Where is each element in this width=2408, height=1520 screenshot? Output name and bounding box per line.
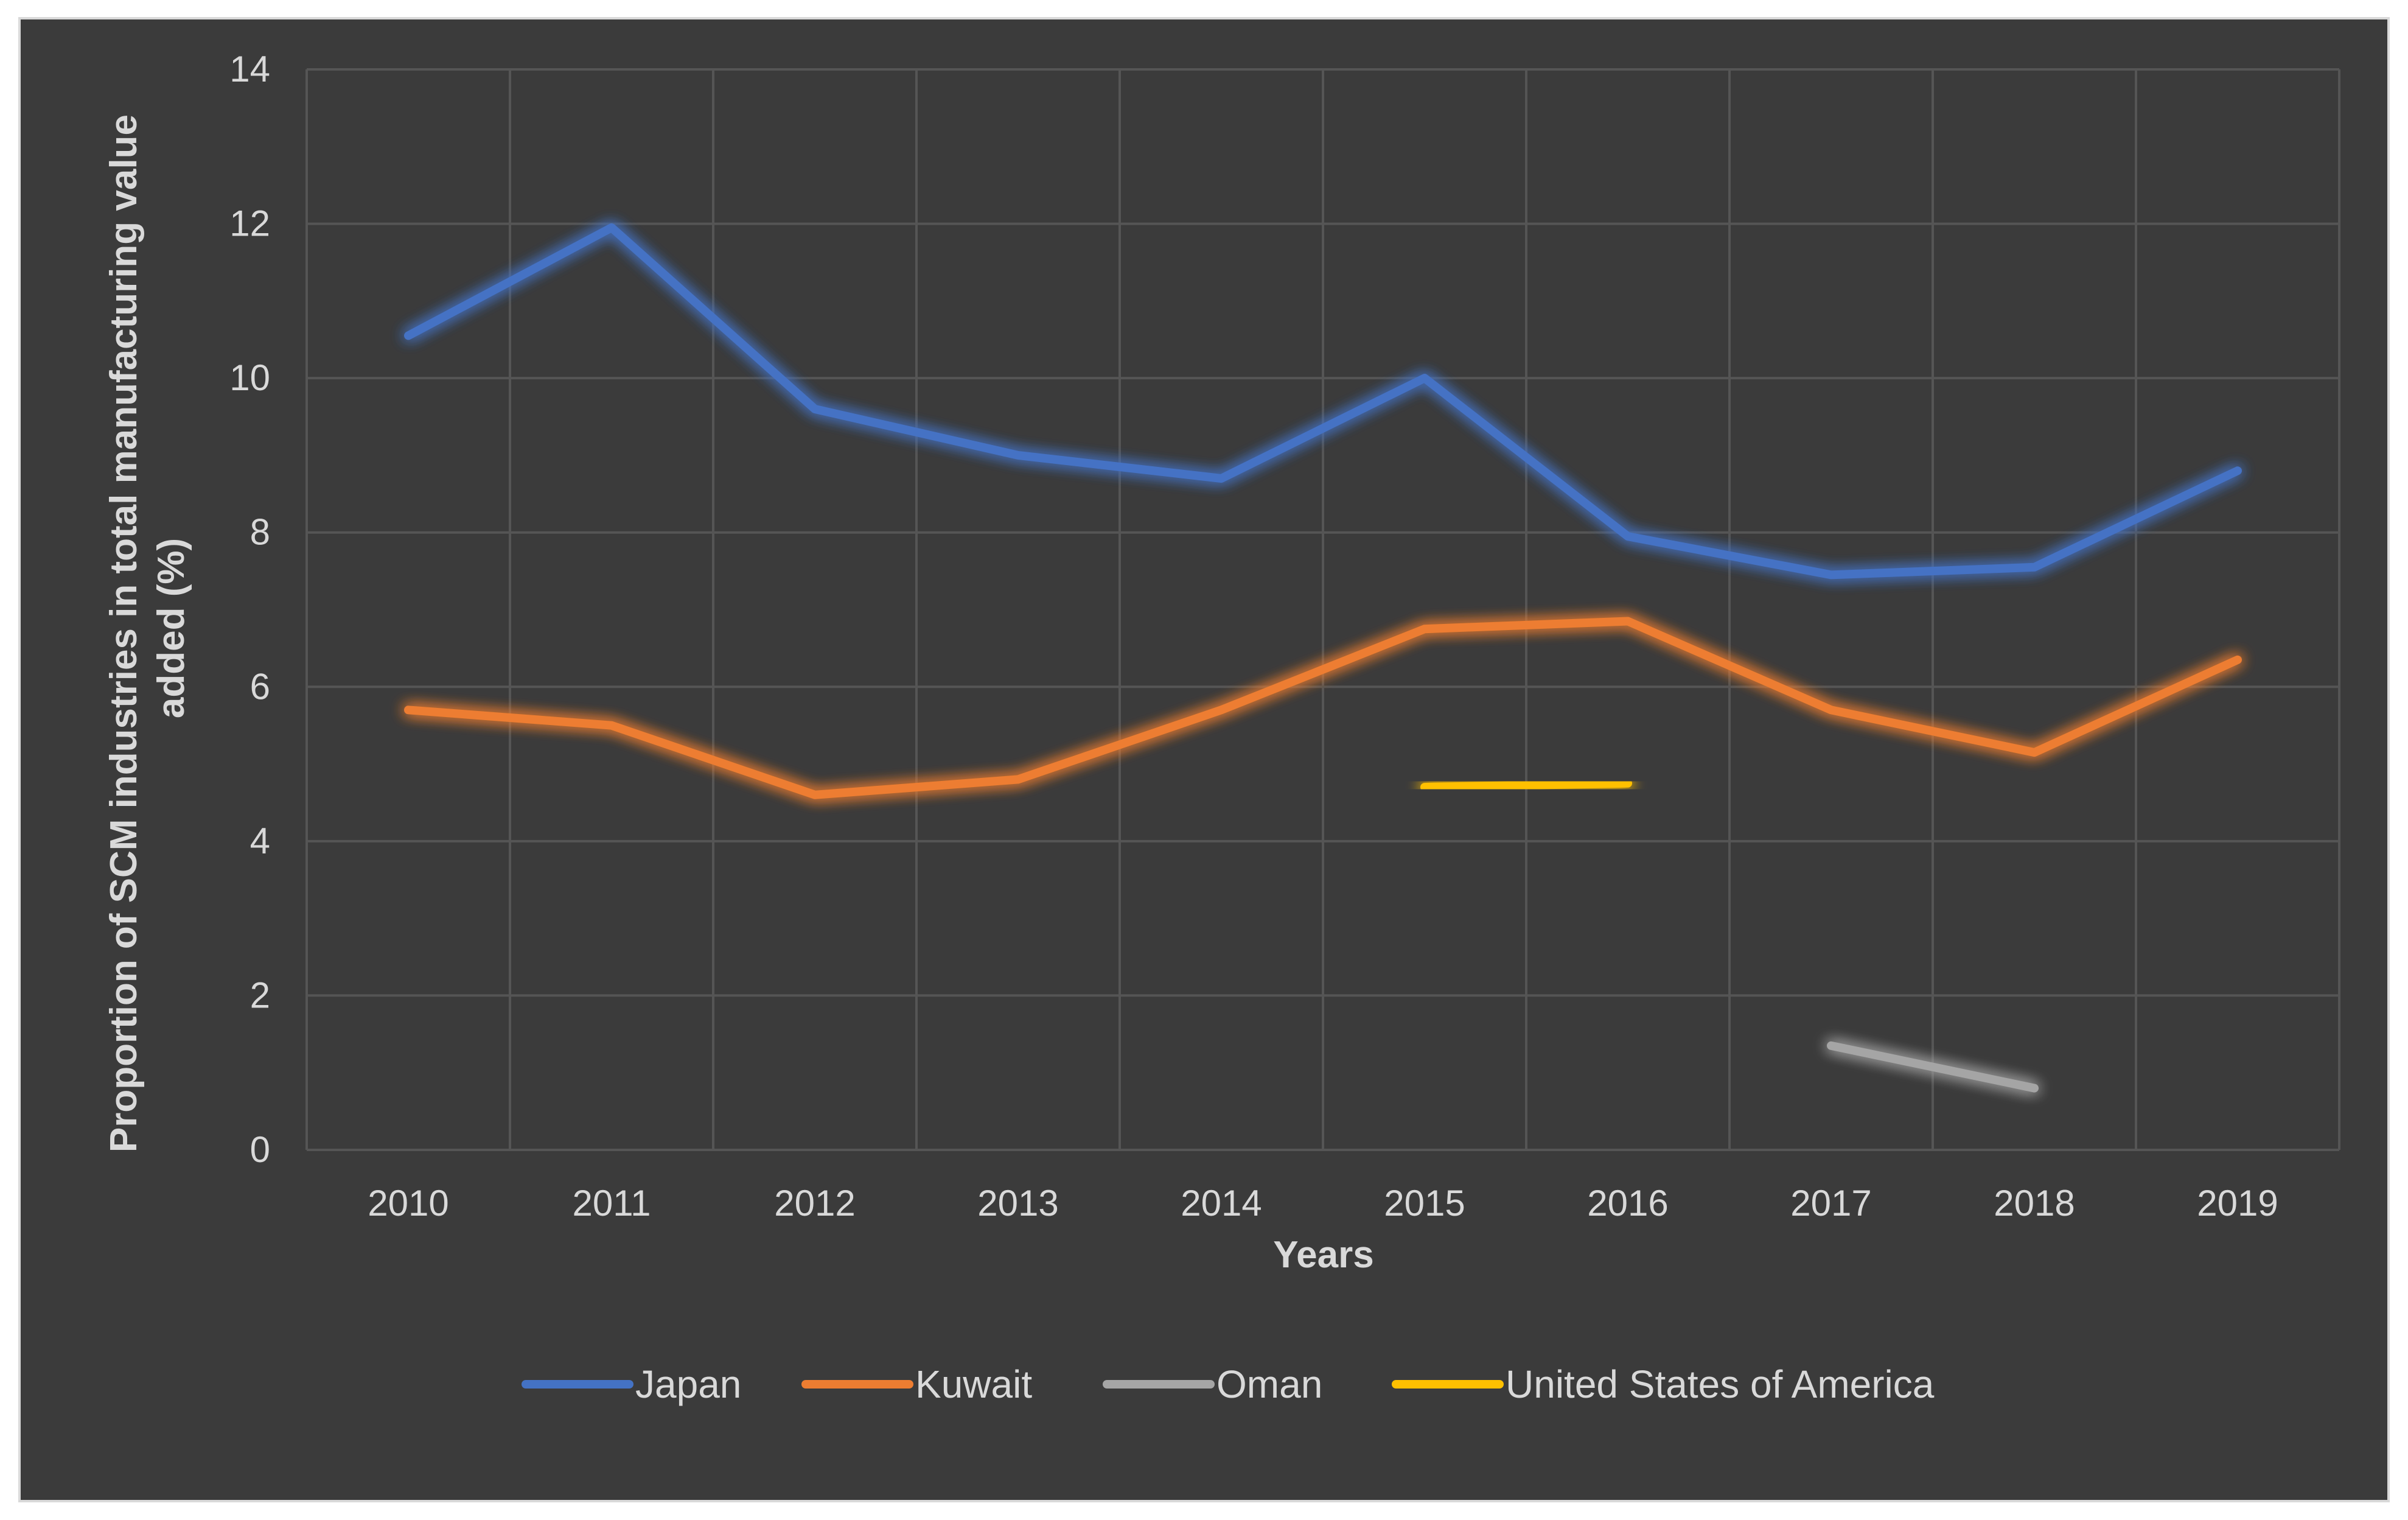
series-lines [404,223,2242,1093]
y-axis-ticks: 0 2 4 6 8 10 12 14 [229,49,270,1170]
x-tick-label-2013: 2013 [977,1183,1058,1224]
x-tick-label-2015: 2015 [1384,1183,1465,1224]
x-tick-label-2014: 2014 [1181,1183,1262,1224]
legend: Japan Kuwait Oman United States of America [522,1362,1935,1406]
chart-frame: 0 2 4 6 8 10 12 14 2010 2011 2012 2013 2014 2015 2016… [18,17,2390,1502]
y-tick-label-12: 12 [229,203,270,244]
x-tick-label-2011: 2011 [572,1183,651,1224]
legend-label-kuwait: Kuwait [915,1362,1032,1406]
legend-label-united-states-of-america: United States of America [1506,1362,1935,1406]
gridlines [305,68,2340,1151]
x-tick-label-2018: 2018 [1994,1183,2075,1224]
x-axis-title: Years [1273,1234,1374,1276]
x-tick-label-2017: 2017 [1790,1183,1871,1224]
series-line-oman [1827,1041,2039,1093]
y-tick-label-4: 4 [250,821,270,861]
y-axis-title-line-1: Proportion of SCM industries in total ma… [103,114,145,1152]
x-tick-label-2019: 2019 [2197,1183,2278,1224]
y-tick-label-0: 0 [250,1129,270,1170]
x-tick-label-2016: 2016 [1587,1183,1668,1224]
x-tick-label-2010: 2010 [368,1183,448,1224]
x-tick-label-2012: 2012 [774,1183,855,1224]
series-line-kuwait [404,617,2242,799]
x-axis-ticks: 2010 2011 2012 2013 2014 2015 2016 2017 2018 2019 [368,1183,2278,1224]
series-line-united-states-of-america [1420,779,1632,792]
legend-label-japan: Japan [635,1362,741,1406]
series-line-japan [404,223,2242,580]
line-chart: 0 2 4 6 8 10 12 14 2010 2011 2012 2013 2014 2015 2016… [103,49,2340,1406]
y-tick-label-6: 6 [250,666,270,707]
y-tick-label-10: 10 [229,357,270,398]
y-tick-label-8: 8 [250,512,270,553]
legend-label-oman: Oman [1216,1362,1322,1406]
y-axis-title: Proportion of SCM industries in total ma… [103,104,192,1152]
y-tick-label-14: 14 [229,49,270,89]
y-axis-title-line-2: added (%) [150,538,192,718]
y-tick-label-2: 2 [250,975,270,1015]
